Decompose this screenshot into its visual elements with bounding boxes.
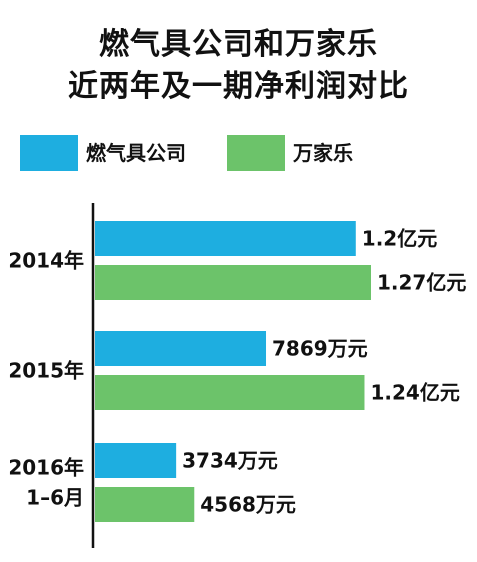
category-label-3-line-1: 2016年 (8, 456, 84, 480)
bar-series-2-cat-3 (95, 487, 195, 522)
bar-series-2-cat-1 (95, 265, 371, 300)
category-label-2-line-1: 2015年 (8, 359, 84, 383)
data-label-series-1-cat-1: 1.2亿元 (362, 227, 437, 251)
data-label-series-2-cat-2: 1.24亿元 (370, 381, 459, 405)
category-label-1-line-1: 2014年 (8, 249, 84, 273)
bar-series-1-cat-1 (95, 221, 356, 256)
chart-title: 燃气具公司和万家乐 (99, 27, 378, 62)
legend-swatch-series-2 (227, 135, 285, 171)
category-label-3-line-2: 1–6月 (26, 486, 84, 510)
chart-subtitle: 近两年及一期净利润对比 (68, 69, 409, 104)
legend-swatch-series-1 (20, 135, 78, 171)
bar-series-2-cat-2 (95, 375, 365, 410)
data-label-series-2-cat-3: 4568万元 (200, 493, 296, 517)
legend-label-series-2: 万家乐 (293, 141, 353, 165)
data-label-series-1-cat-2: 7869万元 (272, 337, 368, 361)
data-label-series-2-cat-1: 1.27亿元 (377, 271, 466, 295)
legend-label-series-1: 燃气具公司 (86, 141, 186, 165)
data-label-series-1-cat-3: 3734万元 (182, 449, 278, 473)
bar-series-1-cat-3 (95, 443, 177, 478)
bar-series-1-cat-2 (95, 331, 267, 366)
